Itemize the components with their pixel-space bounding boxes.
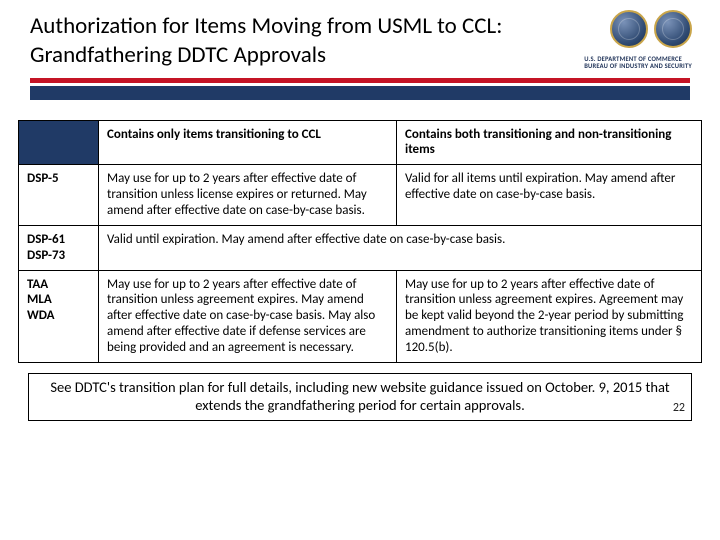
table-row: TAA MLA WDA May use for up to 2 years af… xyxy=(19,270,702,362)
table-container: Contains only items transitioning to CCL… xyxy=(0,106,720,363)
table-row: DSP-61 DSP-73 Valid until expiration. Ma… xyxy=(19,225,702,270)
agency-line-2: BUREAU OF INDUSTRY AND SECURITY xyxy=(584,63,692,70)
cell: Valid for all items until expiration. Ma… xyxy=(397,165,702,226)
row-label: DSP-61 DSP-73 xyxy=(19,225,99,270)
bis-seal-icon xyxy=(654,10,692,48)
table-header-row: Contains only items transitioning to CCL… xyxy=(19,120,702,165)
table-corner-cell xyxy=(19,120,99,165)
row-label: DSP-5 xyxy=(19,165,99,226)
col-header-1: Contains only items transitioning to CCL xyxy=(99,120,397,165)
col-header-2: Contains both transitioning and non-tran… xyxy=(397,120,702,165)
footnote-box: See DDTC's transition plan for full deta… xyxy=(28,373,692,421)
cell: May use for up to 2 years after effectiv… xyxy=(99,165,397,226)
page-number: 22 xyxy=(673,401,685,416)
cell: May use for up to 2 years after effectiv… xyxy=(397,270,702,362)
row-label: TAA MLA WDA xyxy=(19,270,99,362)
footnote-text: See DDTC's transition plan for full deta… xyxy=(50,378,669,414)
page-title: Authorization for Items Moving from USML… xyxy=(30,12,520,70)
commerce-seal-icon xyxy=(610,10,648,48)
divider-bars xyxy=(30,78,690,100)
cell: May use for up to 2 years after effectiv… xyxy=(99,270,397,362)
blue-bar xyxy=(30,86,690,100)
header: Authorization for Items Moving from USML… xyxy=(0,0,720,106)
agency-label: U.S. DEPARTMENT OF COMMERCE BUREAU OF IN… xyxy=(584,56,692,71)
cell-span: Valid until expiration. May amend after … xyxy=(99,225,702,270)
table-row: DSP-5 May use for up to 2 years after ef… xyxy=(19,165,702,226)
agency-seals xyxy=(610,10,692,48)
approvals-table: Contains only items transitioning to CCL… xyxy=(18,120,702,363)
